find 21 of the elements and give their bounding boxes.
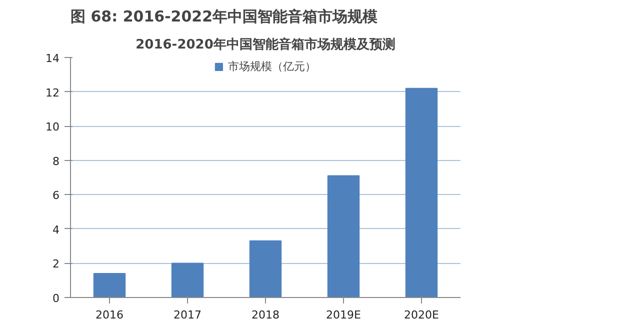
y-tick-label: 8 <box>52 154 60 168</box>
x-tick-label: 2020E <box>404 308 440 322</box>
bar <box>405 88 438 298</box>
x-tick-label: 2016 <box>96 308 124 322</box>
y-tick-label: 2 <box>52 258 60 271</box>
y-tick-label: 10 <box>46 120 60 134</box>
chart-title: 图 68: 2016-2022年中国智能音箱市场规模 <box>70 8 379 26</box>
bar <box>93 273 126 298</box>
bar <box>171 262 204 298</box>
y-tick-label: 12 <box>46 86 60 100</box>
bar <box>249 240 282 298</box>
x-tick-label: 2017 <box>174 308 202 322</box>
y-tick-label: 4 <box>52 223 60 236</box>
y-tick-label: 0 <box>52 292 60 305</box>
y-tick-label: 14 <box>46 52 60 65</box>
x-tick-label: 2019E <box>326 308 362 322</box>
x-tick-label: 2018 <box>252 308 280 322</box>
bar <box>327 175 360 298</box>
chart-subtitle: 2016-2020年中国智能音箱市场规模及预测 <box>136 36 396 52</box>
y-tick-label: 6 <box>52 189 60 202</box>
legend-label: 市场规模（亿元） <box>228 59 316 74</box>
